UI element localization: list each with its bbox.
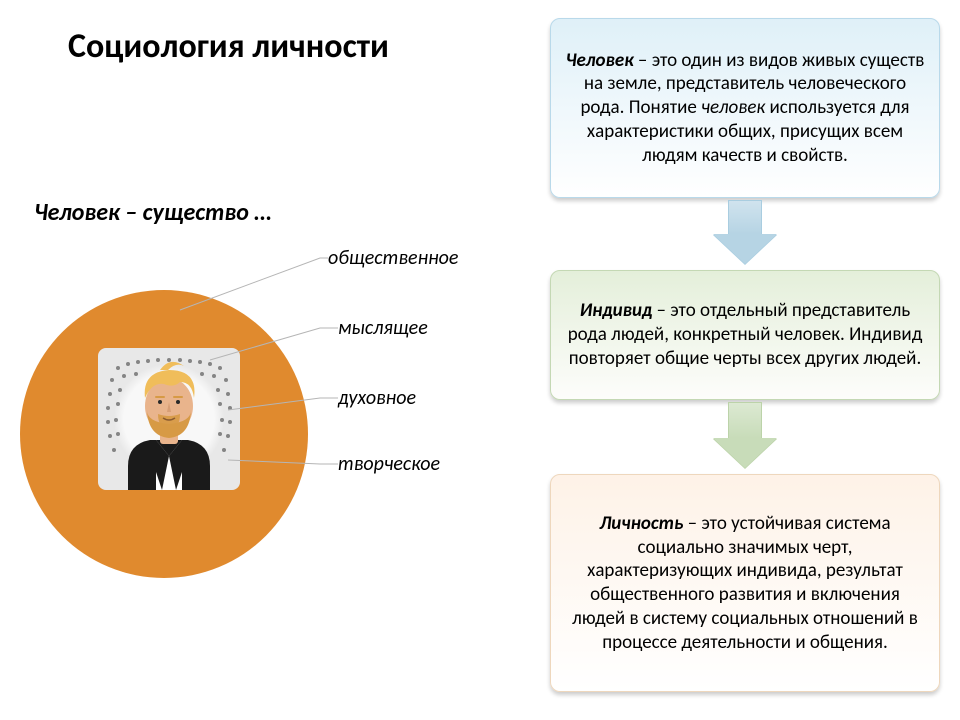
arrow-stem-1 <box>728 402 762 438</box>
definition-box-individual: Индивид – это отдельный представитель ро… <box>550 270 940 400</box>
arrow-head-0 <box>713 234 777 264</box>
page-title: Социология личности <box>68 26 389 67</box>
avatar-icon <box>98 348 240 490</box>
definition-box-human: Человек – это один из видов живых сущест… <box>550 18 940 198</box>
definition-term-personality: Личность <box>599 512 683 535</box>
page-subtitle: Человек – существо … <box>34 198 271 227</box>
definition-text-personality: Личность – это устойчивая система социал… <box>565 512 925 655</box>
avatar-box <box>98 348 240 490</box>
definition-box-personality: Личность – это устойчивая система социал… <box>550 474 940 692</box>
callout-label-2: духовное <box>338 386 416 410</box>
definition-text-individual: Индивид – это отдельный представитель ро… <box>565 299 925 370</box>
definition-term-human: Человек <box>566 49 634 72</box>
arrow-head-1 <box>713 438 777 468</box>
definition-term-individual: Индивид <box>580 299 652 322</box>
definition-text-human: Человек – это один из видов живых сущест… <box>565 49 925 168</box>
definition-italic-human: человек <box>701 96 765 119</box>
callout-label-0: общественное <box>328 246 458 270</box>
arrow-stem-0 <box>728 200 762 234</box>
callout-label-1: мыслящее <box>338 316 428 340</box>
callout-label-3: творческое <box>338 452 440 476</box>
